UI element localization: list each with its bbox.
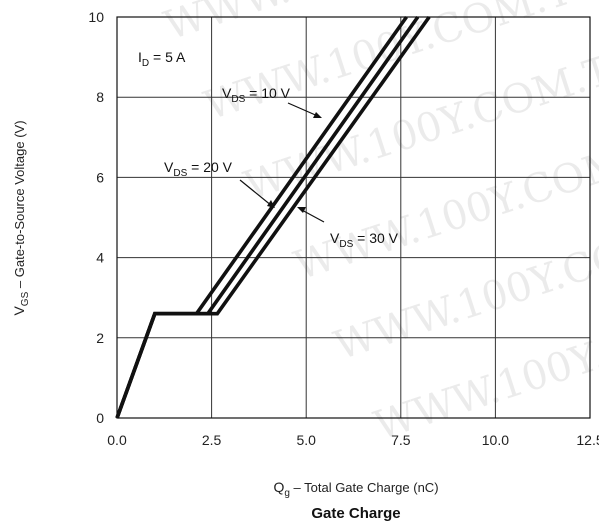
chart-title: Gate Charge: [311, 505, 400, 522]
x-tick-label: 12.5: [576, 432, 599, 448]
vds10-annotation: VDS = 10 V: [222, 85, 291, 105]
y-tick-label: 8: [96, 89, 104, 105]
series-line-3: [115, 15, 431, 419]
vds20-annotation: VDS = 20 V: [164, 159, 233, 179]
y-axis-title-group: VGS – Gate-to-Source Voltage (V): [11, 120, 31, 315]
y-tick-label: 4: [96, 250, 104, 266]
x-tick-label: 2.5: [202, 432, 222, 448]
x-tick-label: 7.5: [391, 432, 411, 448]
watermark-layer: WWW.100Y.COM.TWWWW.100Y.COM.TWWWW.100Y.C…: [159, 0, 599, 450]
series-group: [115, 15, 431, 419]
vds20-arrowhead: [267, 200, 275, 208]
x-tick-label: 10.0: [482, 432, 509, 448]
y-tick-label: 0: [96, 410, 104, 426]
x-tick-label: 5.0: [296, 432, 316, 448]
vds30-annotation: VDS = 30 V: [330, 230, 399, 250]
vds10-arrow: [287, 102, 321, 118]
y-axis-title: VGS – Gate-to-Source Voltage (V): [11, 120, 31, 315]
vds30-arrow: [299, 208, 325, 223]
y-tick-label: 6: [96, 169, 104, 185]
id-annotation: ID = 5 A: [138, 49, 186, 69]
vds30-arrowhead: [297, 207, 306, 213]
x-axis-title: Qg – Total Gate Charge (nC): [273, 479, 438, 499]
y-tick-label: 2: [96, 330, 104, 346]
grid-lines: [117, 17, 590, 418]
y-tick-label: 10: [88, 9, 104, 25]
y-tick-labels: 0 2 4 6 8 10: [88, 9, 104, 426]
x-tick-labels: 0.0 2.5 5.0 7.5 10.0 12.5: [107, 432, 599, 448]
vds10-arrowhead: [313, 112, 322, 118]
plot-frame: [116, 16, 591, 419]
x-tick-label: 0.0: [107, 432, 127, 448]
vds20-arrow: [239, 179, 273, 207]
